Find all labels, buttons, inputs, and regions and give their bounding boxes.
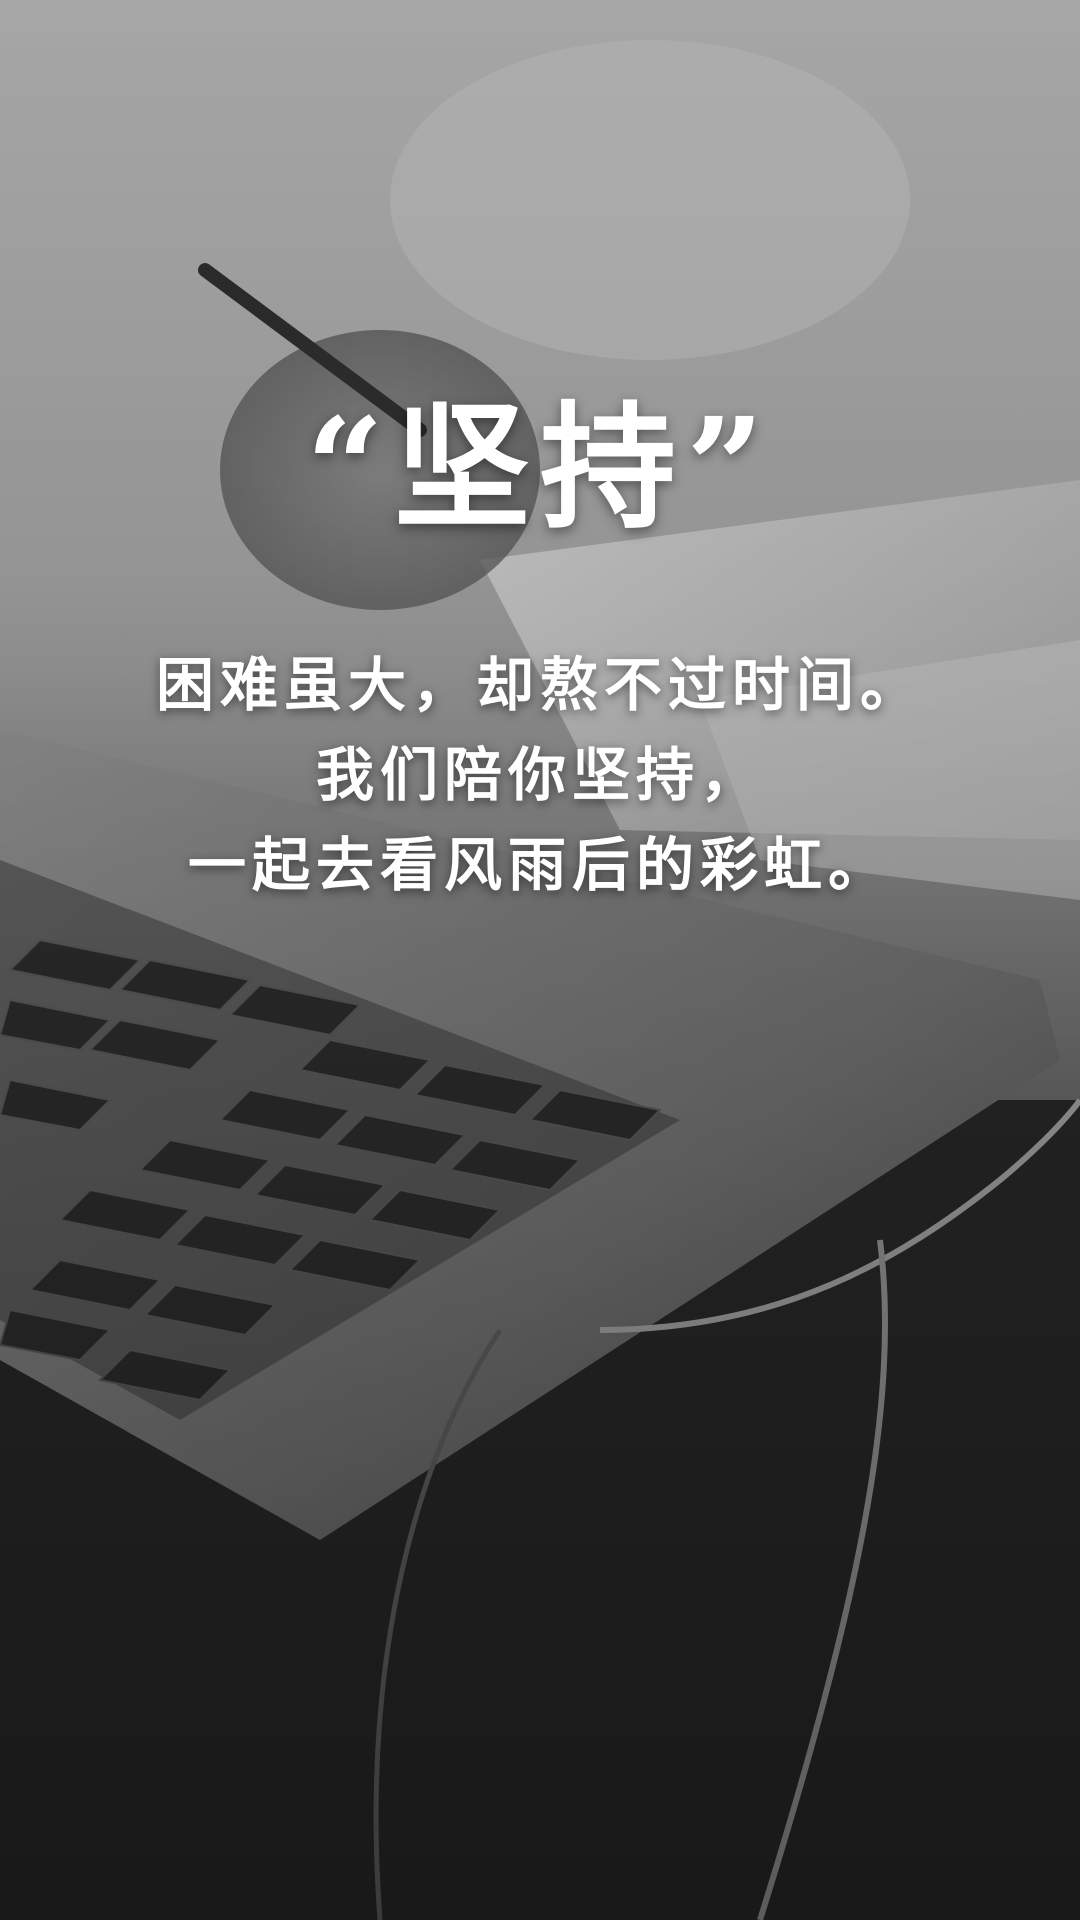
headline: “坚持” [305,388,775,548]
quote-line: 我们陪你坚持， [315,741,764,809]
quote-body: 困难虽大，却熬不过时间。 我们陪你坚持， 一起去看风雨后的彩虹。 [0,640,1080,910]
quote-line: 困难虽大，却熬不过时间。 [155,651,924,719]
quote-line: 一起去看风雨后的彩虹。 [187,831,892,899]
